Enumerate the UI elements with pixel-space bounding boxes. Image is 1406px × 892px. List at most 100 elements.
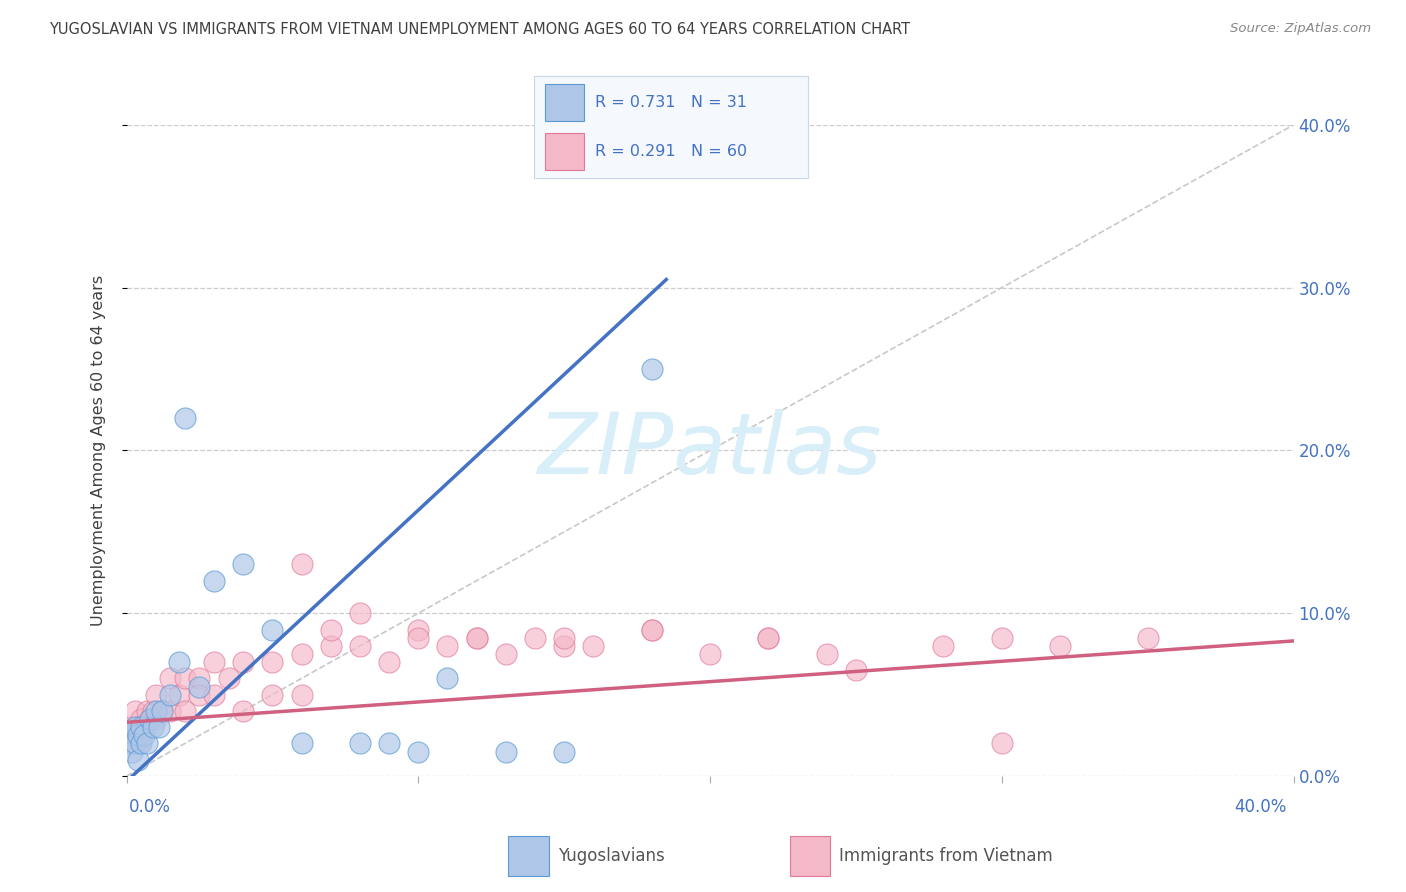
Point	[129, 720, 152, 734]
Point	[118, 737, 141, 751]
Point	[188, 680, 211, 694]
Text: R = 0.291   N = 60: R = 0.291 N = 60	[595, 145, 747, 160]
Point	[990, 737, 1012, 751]
Point	[1049, 639, 1071, 653]
Point	[349, 639, 371, 653]
Point	[150, 704, 173, 718]
Point	[218, 671, 240, 685]
Point	[148, 720, 170, 734]
Point	[232, 655, 254, 669]
Point	[290, 558, 312, 572]
Point	[174, 671, 197, 685]
Point	[290, 737, 312, 751]
Point	[145, 688, 167, 702]
Point	[553, 745, 575, 759]
Point	[349, 607, 371, 621]
Point	[465, 631, 488, 645]
Point	[145, 704, 167, 718]
Point	[640, 623, 664, 637]
Point	[124, 728, 146, 742]
Point	[174, 704, 197, 718]
Y-axis label: Unemployment Among Ages 60 to 64 years: Unemployment Among Ages 60 to 64 years	[91, 275, 105, 626]
Point	[699, 647, 721, 661]
Point	[202, 574, 225, 588]
Point	[465, 631, 488, 645]
Point	[132, 728, 155, 742]
Point	[524, 631, 547, 645]
Text: Source: ZipAtlas.com: Source: ZipAtlas.com	[1230, 22, 1371, 36]
Point	[142, 704, 165, 718]
Point	[188, 671, 211, 685]
Point	[159, 688, 181, 702]
Point	[127, 753, 149, 767]
Point	[142, 720, 165, 734]
Point	[436, 671, 458, 685]
Point	[118, 737, 141, 751]
Point	[1136, 631, 1159, 645]
Point	[167, 688, 190, 702]
Point	[129, 737, 152, 751]
Point	[132, 720, 155, 734]
Point	[640, 362, 664, 376]
Point	[188, 688, 211, 702]
Text: Yugoslavians: Yugoslavians	[558, 847, 665, 865]
Point	[495, 745, 517, 759]
Point	[290, 647, 312, 661]
Point	[127, 720, 149, 734]
Point	[553, 639, 575, 653]
Point	[167, 655, 190, 669]
Point	[845, 663, 868, 677]
Point	[319, 639, 342, 653]
Text: 0.0%: 0.0%	[129, 798, 172, 816]
Point	[319, 623, 342, 637]
Point	[262, 623, 284, 637]
Point	[121, 745, 143, 759]
Bar	[546, 133, 583, 170]
Point	[408, 745, 430, 759]
Point	[408, 631, 430, 645]
Point	[174, 410, 197, 425]
Point	[129, 728, 152, 742]
Point	[582, 639, 605, 653]
Point	[136, 704, 159, 718]
Point	[495, 647, 517, 661]
Point	[159, 671, 181, 685]
Point	[121, 728, 143, 742]
Point	[232, 704, 254, 718]
Point	[202, 688, 225, 702]
Point	[378, 655, 401, 669]
Bar	[546, 84, 583, 121]
Point	[262, 655, 284, 669]
Point	[139, 712, 162, 726]
Point	[159, 704, 181, 718]
Point	[640, 623, 664, 637]
Text: 40.0%: 40.0%	[1234, 798, 1286, 816]
Point	[129, 712, 152, 726]
Point	[127, 728, 149, 742]
Point	[139, 712, 162, 726]
Text: YUGOSLAVIAN VS IMMIGRANTS FROM VIETNAM UNEMPLOYMENT AMONG AGES 60 TO 64 YEARS CO: YUGOSLAVIAN VS IMMIGRANTS FROM VIETNAM U…	[49, 22, 910, 37]
Text: R = 0.731   N = 31: R = 0.731 N = 31	[595, 95, 747, 110]
Text: ZIPatlas: ZIPatlas	[538, 409, 882, 492]
Point	[436, 639, 458, 653]
Point	[202, 655, 225, 669]
Point	[815, 647, 838, 661]
Point	[124, 737, 146, 751]
Point	[118, 720, 141, 734]
Point	[136, 737, 159, 751]
Point	[262, 688, 284, 702]
Point	[127, 737, 149, 751]
Point	[756, 631, 779, 645]
Point	[990, 631, 1012, 645]
Point	[145, 712, 167, 726]
Point	[349, 737, 371, 751]
Point	[408, 623, 430, 637]
Point	[290, 688, 312, 702]
Point	[124, 704, 146, 718]
Point	[150, 704, 173, 718]
Point	[756, 631, 779, 645]
Text: Immigrants from Vietnam: Immigrants from Vietnam	[839, 847, 1053, 865]
Point	[553, 631, 575, 645]
Point	[932, 639, 955, 653]
Point	[121, 728, 143, 742]
